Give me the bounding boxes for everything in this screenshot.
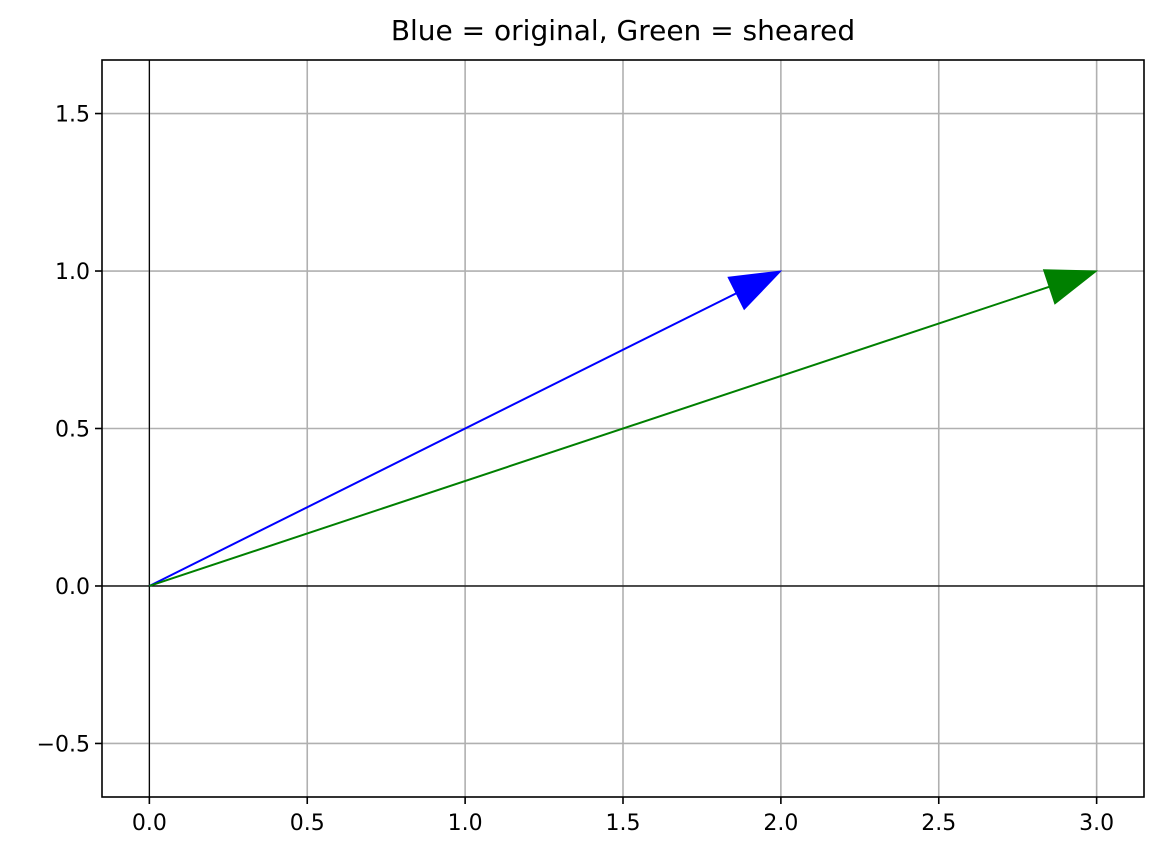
y-tick-label: 1.0	[55, 260, 90, 285]
y-tick-label: −0.5	[37, 732, 90, 757]
x-axis-ticks: 0.0 0.5 1.0 1.5 2.0 2.5 3.0	[132, 797, 1114, 836]
x-tick-label: 1.5	[606, 811, 641, 836]
y-tick-label: 0.5	[55, 418, 90, 443]
vector-shaft-1	[149, 285, 1050, 587]
x-tick-label: 2.0	[763, 811, 798, 836]
vectors	[148, 269, 1099, 587]
x-tick-label: 0.5	[290, 811, 325, 836]
x-tick-label: 2.5	[921, 811, 956, 836]
x-tick-label: 1.0	[448, 811, 483, 836]
y-axis-ticks: −0.5 0.0 0.5 1.0 1.5	[37, 103, 102, 757]
vector-shaft-0	[148, 292, 737, 587]
y-tick-label: 1.5	[55, 103, 90, 128]
zero-axis-lines	[102, 60, 1144, 797]
x-tick-label: 0.0	[132, 811, 167, 836]
vector-head-0	[727, 270, 783, 311]
vector-head-1	[1042, 269, 1099, 305]
x-tick-label: 3.0	[1079, 811, 1114, 836]
y-tick-label: 0.0	[55, 575, 90, 600]
chart-title: Blue = original, Green = sheared	[390, 14, 856, 47]
